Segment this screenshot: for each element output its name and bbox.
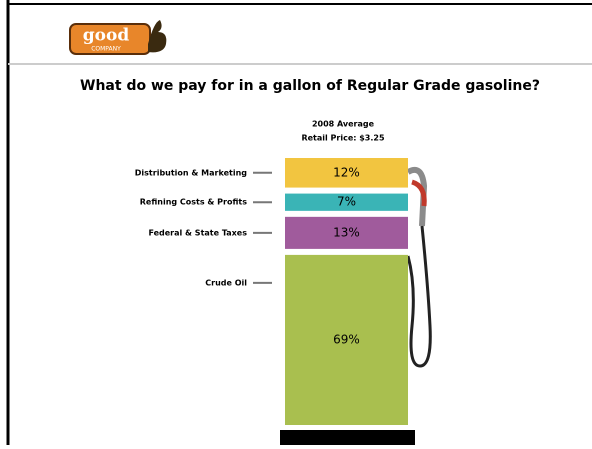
category-label: Crude Oil [205, 278, 247, 287]
logo-text: good [83, 26, 130, 46]
bar-segment [285, 254, 408, 425]
nozzle-handle [411, 179, 427, 207]
value-label: 12% [333, 165, 360, 179]
bar-segment [285, 158, 408, 188]
nozzle [406, 166, 428, 227]
chart-subtitle: 2008 Average [312, 120, 375, 129]
chart-subtitle: Retail Price: $3.25 [301, 134, 385, 143]
hose [406, 225, 432, 368]
value-label: 7% [337, 195, 356, 209]
pump-nozzle [406, 166, 432, 368]
bar-segment [285, 216, 408, 249]
pump-base [280, 430, 415, 445]
chart-title: What do we pay for in a gallon of Regula… [80, 78, 540, 94]
bar-segment [285, 193, 408, 211]
category-label: Distribution & Marketing [135, 168, 247, 177]
logo: good COMPANY [69, 20, 167, 55]
value-label: 69% [333, 332, 360, 346]
logo-subtext: COMPANY [91, 46, 121, 53]
category-label: Refining Costs & Profits [140, 198, 247, 207]
category-label: Federal & State Taxes [148, 228, 247, 237]
value-label: 13% [333, 225, 360, 239]
logo-thumb [148, 20, 167, 53]
